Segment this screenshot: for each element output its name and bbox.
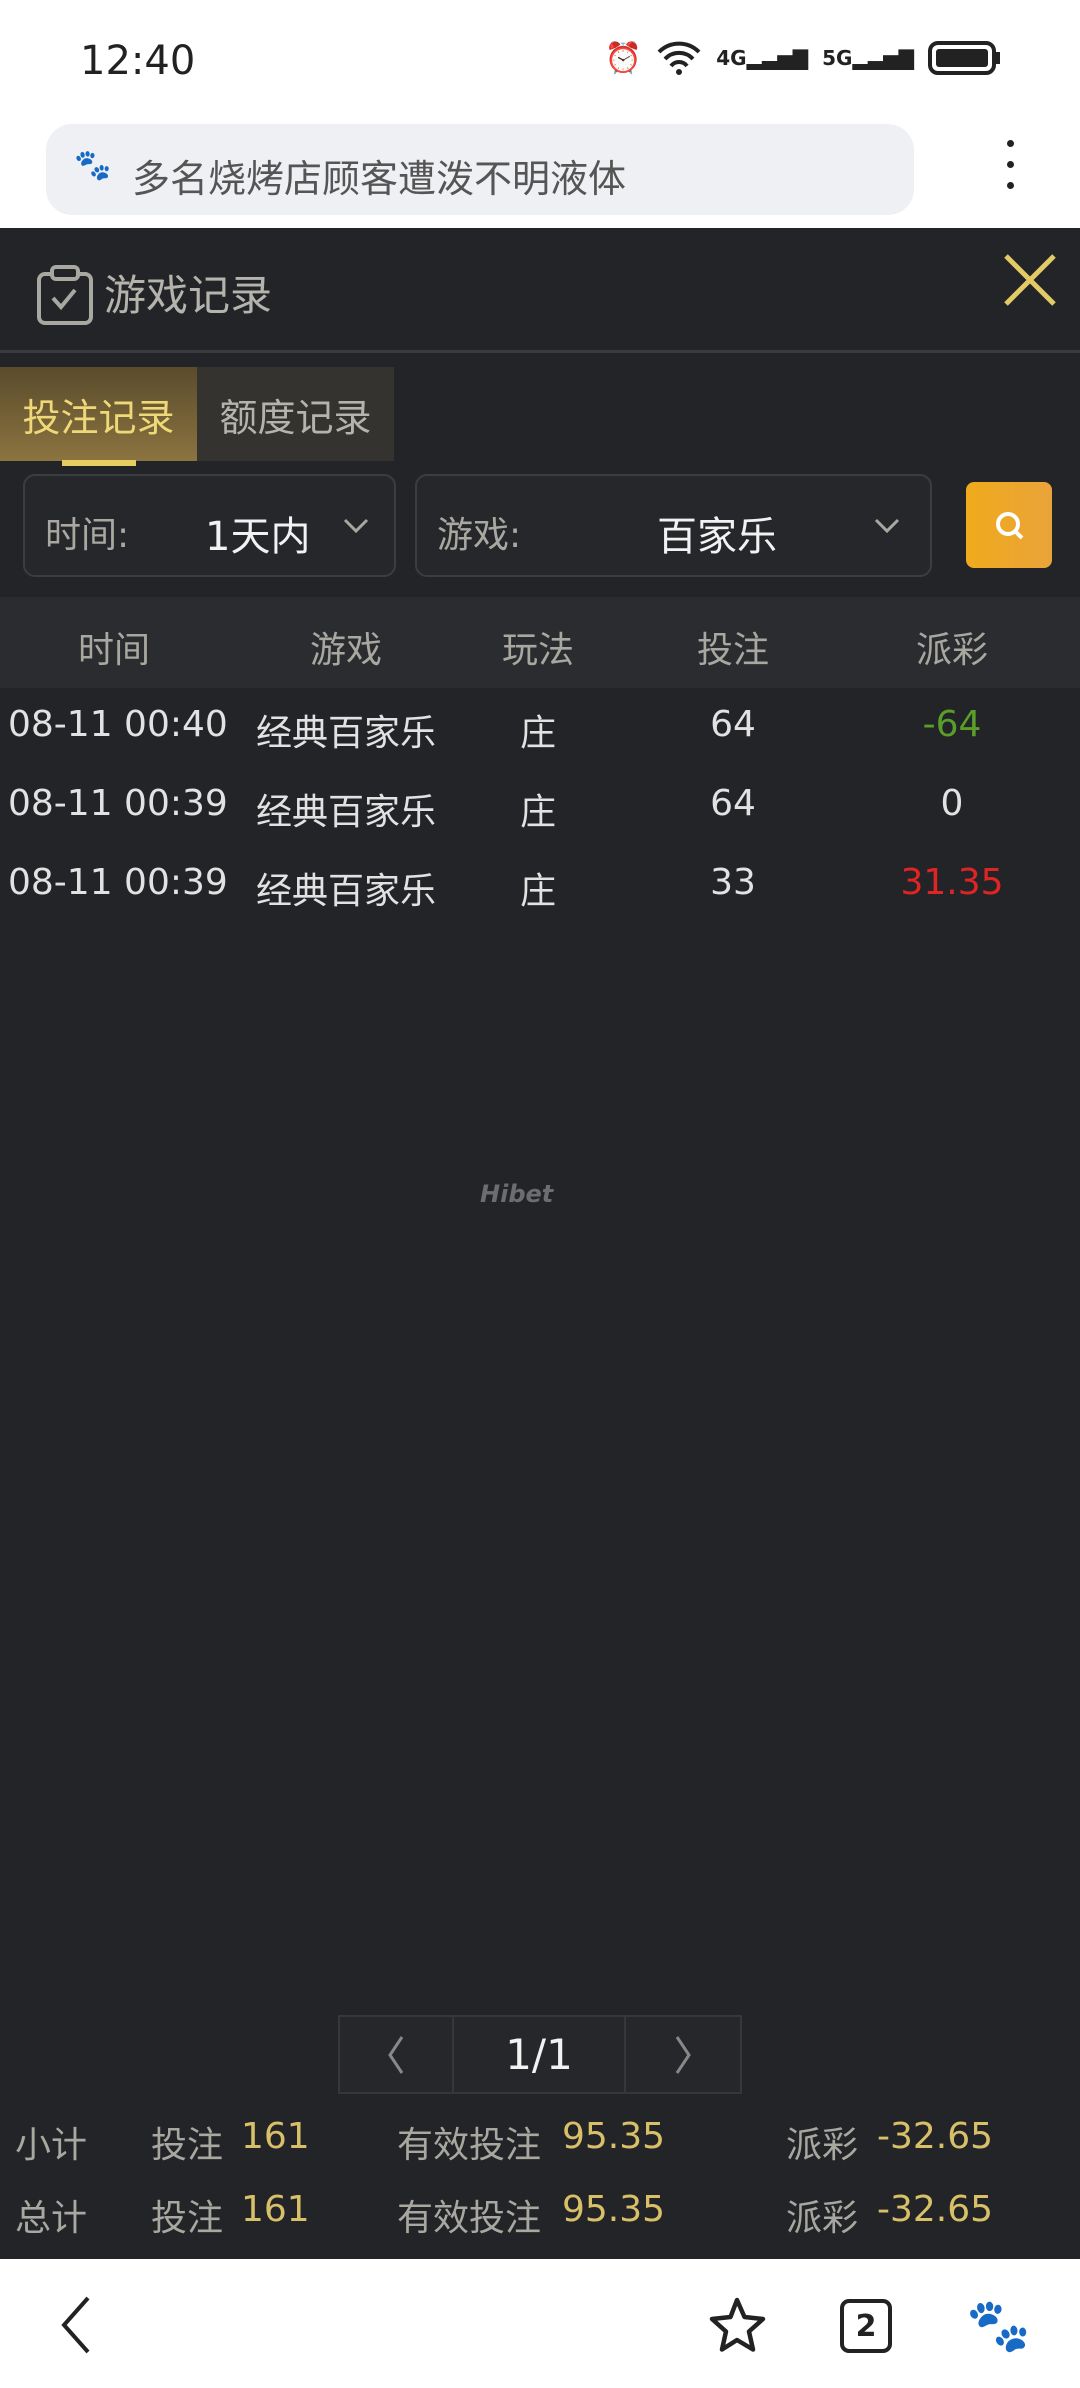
summary-valid: 95.35 [562,2189,666,2230]
game-filter-value: 百家乐 [657,514,777,560]
summary-valid-label: 有效投注 [397,2125,542,2166]
page-title: 游戏记录 [104,271,273,320]
search-button[interactable] [966,482,1052,568]
tab-credit-records[interactable]: 额度记录 [197,367,394,461]
column-header: 派彩 [915,630,989,671]
time-filter-value: 1天内 [205,514,311,560]
cell-game: 经典百家乐 [255,713,437,754]
chevron-down-icon [874,518,900,534]
baidu-icon: 🐾 [74,148,112,183]
summary-payout: -32.65 [877,2116,994,2157]
pagination: 1/1 [338,2015,742,2094]
column-header: 时间 [77,630,151,671]
divider [0,350,1080,353]
watermark-logo: Hibet [480,1180,554,1208]
game-record-panel: 游戏记录 投注记录 额度记录 时间: 1天内 游戏: 百家乐 时间 游戏 玩法 … [0,228,1080,2259]
table-row: 08-11 00:39 经典百家乐 庄 64 0 [0,767,1080,846]
chevron-down-icon [343,518,369,534]
chevron-right-icon [675,2035,691,2074]
table-header: 时间 游戏 玩法 投注 派彩 [0,597,1080,688]
column-header: 玩法 [501,630,575,671]
status-icons: ⏰ 4G▂▃▅▇ 5G▂▃▅▇ [605,40,1002,76]
active-tab-indicator [62,460,136,466]
time-filter-label: 时间: [45,515,130,556]
battery-icon [928,41,1000,75]
summary-bet-label: 投注 [151,2125,224,2166]
summary-payout-label: 派彩 [786,2198,859,2239]
address-text: 多名烧烤店顾客遭泼不明液体 [132,157,627,201]
status-time: 12:40 [80,38,196,84]
cell-payout: 31.35 [900,862,1004,903]
table-row: 08-11 00:39 经典百家乐 庄 33 31.35 [0,846,1080,925]
summary-valid-label: 有效投注 [397,2198,542,2239]
status-bar: 12:40 ⏰ 4G▂▃▅▇ 5G▂▃▅▇ [0,0,1080,120]
time-filter-dropdown[interactable]: 时间: 1天内 [23,474,396,577]
table-row: 08-11 00:40 经典百家乐 庄 64 -64 [0,688,1080,767]
cell-game: 经典百家乐 [255,871,437,912]
address-bar[interactable]: 🐾 多名烧烤店顾客遭泼不明液体 [46,124,914,215]
cell-play: 庄 [519,792,557,833]
summary-payout-label: 派彩 [786,2125,859,2166]
cell-bet: 64 [710,783,756,824]
summary-bet-label: 投注 [151,2198,224,2239]
chevron-left-icon [388,2035,404,2074]
close-icon[interactable] [1002,252,1058,308]
baidu-paw-icon[interactable]: 🐾 [966,2296,1031,2356]
wifi-icon [657,41,701,75]
cell-play: 庄 [519,713,557,754]
page-indicator: 1/1 [454,2017,626,2092]
summary-valid: 95.35 [562,2116,666,2157]
browser-bottom-nav: 2 🐾 [0,2259,1080,2388]
summary-label: 总计 [15,2198,88,2239]
cell-payout: -64 [922,704,982,745]
cell-bet: 64 [710,704,756,745]
cell-time: 08-11 00:39 [8,862,228,903]
summary-bet: 161 [241,2189,310,2230]
next-page-button[interactable] [626,2017,740,2092]
game-filter-label: 游戏: [437,515,522,556]
prev-page-button[interactable] [340,2017,454,2092]
more-menu-icon[interactable] [1000,140,1020,200]
5g-signal-icon: 5G▂▃▅▇ [822,46,914,70]
cell-game: 经典百家乐 [255,792,437,833]
cell-time: 08-11 00:39 [8,783,228,824]
summary-row: 总计 投注 161 有效投注 95.35 派彩 -32.65 [0,2181,1080,2241]
net-label: 4G [716,46,747,70]
game-filter-dropdown[interactable]: 游戏: 百家乐 [415,474,932,577]
cell-bet: 33 [710,862,756,903]
column-header: 投注 [696,630,770,671]
tab-bet-records[interactable]: 投注记录 [0,367,197,461]
4g-signal-icon: 4G▂▃▅▇ [716,46,809,70]
back-icon[interactable] [58,2295,94,2355]
summary-payout: -32.65 [877,2189,994,2230]
cell-payout: 0 [940,783,964,824]
summary-row: 小计 投注 161 有效投注 95.35 派彩 -32.65 [0,2108,1080,2168]
star-icon[interactable] [708,2297,766,2353]
net-label: 5G [822,46,853,70]
tabs-count-button[interactable]: 2 [840,2299,892,2353]
clipboard-check-icon [37,265,93,325]
cell-time: 08-11 00:40 [8,704,228,745]
column-header: 游戏 [309,630,383,671]
search-icon [996,512,1024,540]
alarm-icon: ⏰ [604,40,643,76]
summary-bet: 161 [241,2116,310,2157]
summary-label: 小计 [15,2125,88,2166]
cell-play: 庄 [519,871,557,912]
